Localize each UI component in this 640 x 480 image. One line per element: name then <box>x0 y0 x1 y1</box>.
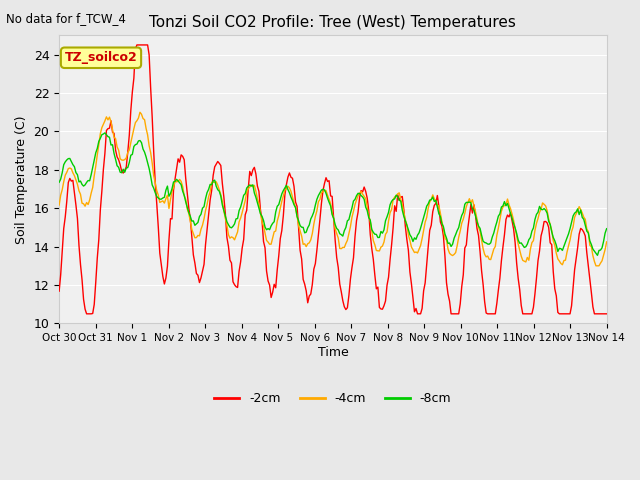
Y-axis label: Soil Temperature (C): Soil Temperature (C) <box>15 115 28 244</box>
Legend: -2cm, -4cm, -8cm: -2cm, -4cm, -8cm <box>209 387 456 410</box>
Text: TZ_soilco2: TZ_soilco2 <box>65 51 138 64</box>
Text: No data for f_TCW_4: No data for f_TCW_4 <box>6 12 126 24</box>
Title: Tonzi Soil CO2 Profile: Tree (West) Temperatures: Tonzi Soil CO2 Profile: Tree (West) Temp… <box>150 15 516 30</box>
X-axis label: Time: Time <box>317 346 348 359</box>
